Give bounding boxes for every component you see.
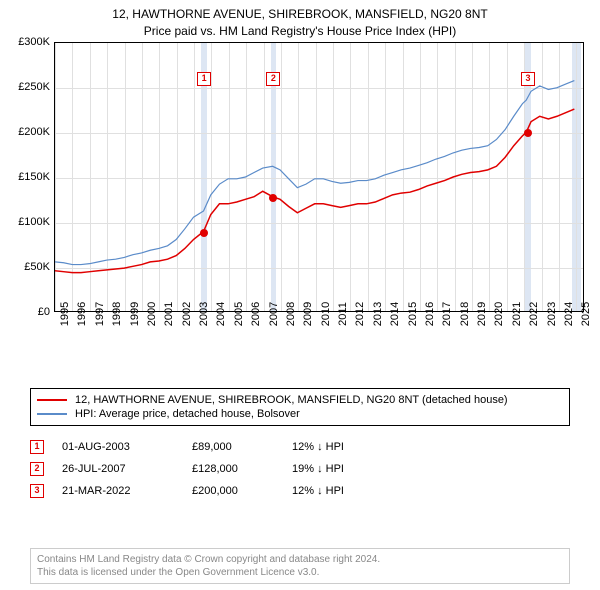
legend-swatch xyxy=(37,413,67,415)
x-tick-label: 2010 xyxy=(320,302,332,326)
chart-subtitle: Price paid vs. HM Land Registry's House … xyxy=(0,23,600,40)
x-tick-label: 2013 xyxy=(372,302,384,326)
x-tick-label: 2008 xyxy=(285,302,297,326)
y-tick-label: £50K xyxy=(24,261,50,273)
legend-label: HPI: Average price, detached house, Bols… xyxy=(75,408,300,420)
event-price: £200,000 xyxy=(192,485,292,497)
y-tick-label: £300K xyxy=(18,36,50,48)
event-date: 26-JUL-2007 xyxy=(62,463,192,475)
footnote-line2: This data is licensed under the Open Gov… xyxy=(37,566,563,579)
x-tick-label: 2021 xyxy=(511,302,523,326)
chart-wrap: £0£50K£100K£150K£200K£250K£300K 123 1995… xyxy=(10,42,590,342)
event-price: £128,000 xyxy=(192,463,292,475)
x-tick-label: 2016 xyxy=(424,302,436,326)
event-marker-box: 2 xyxy=(266,72,280,86)
event-row: 3 21-MAR-2022£200,00012% ↓ HPI xyxy=(30,484,570,498)
legend-row: 12, HAWTHORNE AVENUE, SHIREBROOK, MANSFI… xyxy=(37,393,563,407)
chart-title-address: 12, HAWTHORNE AVENUE, SHIREBROOK, MANSFI… xyxy=(0,6,600,23)
x-tick-label: 2005 xyxy=(233,302,245,326)
event-index-box: 3 xyxy=(30,484,44,498)
event-diff: 12% ↓ HPI xyxy=(292,485,344,497)
legend-label: 12, HAWTHORNE AVENUE, SHIREBROOK, MANSFI… xyxy=(75,394,508,406)
x-tick-label: 1997 xyxy=(94,302,106,326)
title-block: 12, HAWTHORNE AVENUE, SHIREBROOK, MANSFI… xyxy=(0,0,600,40)
x-tick-label: 2022 xyxy=(528,302,540,326)
event-diff: 12% ↓ HPI xyxy=(292,441,344,453)
event-marker-box: 3 xyxy=(521,72,535,86)
y-tick-label: £200K xyxy=(18,126,50,138)
x-tick-label: 2015 xyxy=(407,302,419,326)
events-list: 101-AUG-2003£89,00012% ↓ HPI226-JUL-2007… xyxy=(30,432,570,506)
event-price: £89,000 xyxy=(192,441,292,453)
x-tick-label: 1999 xyxy=(129,302,141,326)
y-tick-label: £0 xyxy=(38,306,50,318)
event-marker-dot xyxy=(200,229,208,237)
x-tick-label: 1995 xyxy=(59,302,71,326)
event-date: 01-AUG-2003 xyxy=(62,441,192,453)
x-tick-label: 2018 xyxy=(459,302,471,326)
x-tick-label: 2004 xyxy=(215,302,227,326)
y-tick-label: £100K xyxy=(18,216,50,228)
x-tick-label: 2000 xyxy=(146,302,158,326)
x-tick-label: 2006 xyxy=(250,302,262,326)
x-tick-label: 2003 xyxy=(198,302,210,326)
event-marker-dot xyxy=(524,129,532,137)
legend-box: 12, HAWTHORNE AVENUE, SHIREBROOK, MANSFI… xyxy=(30,388,570,426)
x-tick-label: 2017 xyxy=(441,302,453,326)
series-line-price_paid xyxy=(55,109,574,272)
event-row: 1 01-AUG-2003£89,00012% ↓ HPI xyxy=(30,440,570,454)
legend-row: HPI: Average price, detached house, Bols… xyxy=(37,407,563,421)
event-marker-box: 1 xyxy=(197,72,211,86)
x-tick-label: 2007 xyxy=(268,302,280,326)
legend-swatch xyxy=(37,399,67,401)
event-diff: 19% ↓ HPI xyxy=(292,463,344,475)
chart-lines-svg xyxy=(55,43,583,311)
x-tick-label: 2001 xyxy=(163,302,175,326)
x-tick-label: 2011 xyxy=(337,302,349,326)
event-marker-dot xyxy=(269,194,277,202)
x-tick-label: 2009 xyxy=(302,302,314,326)
x-tick-label: 1996 xyxy=(76,302,88,326)
footnote-line1: Contains HM Land Registry data © Crown c… xyxy=(37,553,563,566)
y-tick-label: £150K xyxy=(18,171,50,183)
x-tick-label: 1998 xyxy=(111,302,123,326)
x-tick-label: 2014 xyxy=(389,302,401,326)
chart-plot-area: 1 2 3 xyxy=(54,42,584,312)
footnote-box: Contains HM Land Registry data © Crown c… xyxy=(30,548,570,584)
event-index-box: 2 xyxy=(30,462,44,476)
x-tick-label: 2002 xyxy=(181,302,193,326)
x-tick-label: 2019 xyxy=(476,302,488,326)
event-date: 21-MAR-2022 xyxy=(62,485,192,497)
x-tick-label: 2025 xyxy=(580,302,592,326)
x-tick-label: 2023 xyxy=(546,302,558,326)
series-line-hpi xyxy=(55,81,574,265)
x-tick-label: 2024 xyxy=(563,302,575,326)
x-tick-label: 2012 xyxy=(354,302,366,326)
x-tick-label: 2020 xyxy=(493,302,505,326)
y-tick-label: £250K xyxy=(18,81,50,93)
chart-container: 12, HAWTHORNE AVENUE, SHIREBROOK, MANSFI… xyxy=(0,0,600,590)
event-row: 2 26-JUL-2007£128,00019% ↓ HPI xyxy=(30,462,570,476)
event-index-box: 1 xyxy=(30,440,44,454)
